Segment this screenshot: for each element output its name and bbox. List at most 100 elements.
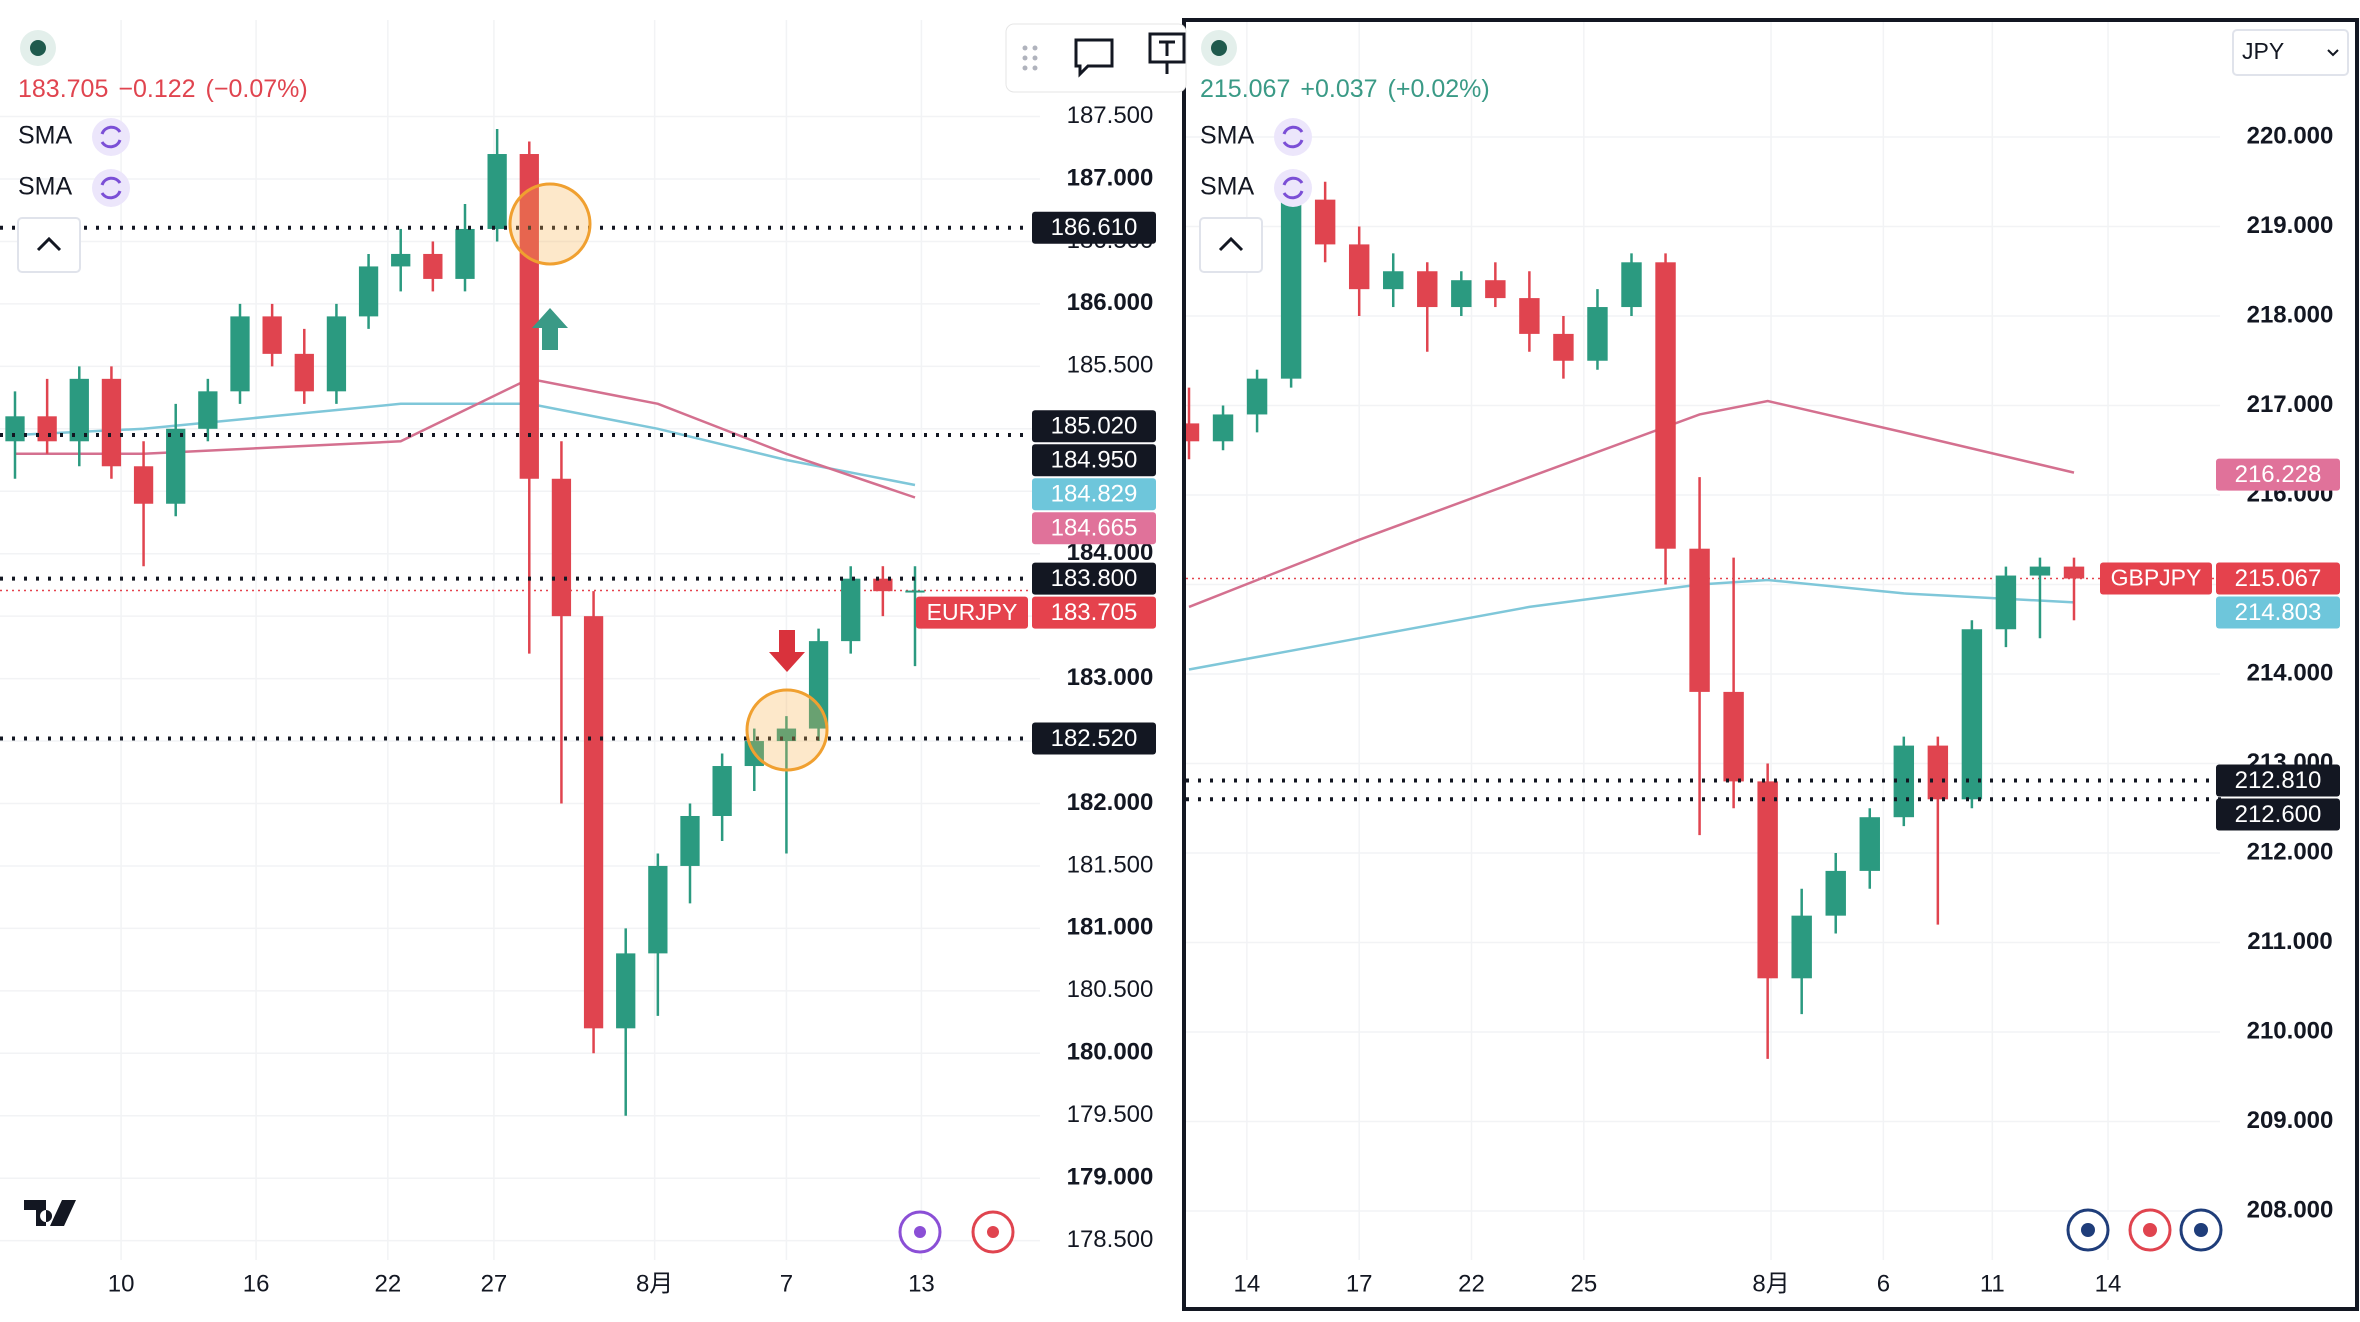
price-tag-label: 212.600 bbox=[2235, 801, 2322, 828]
x-tick-label: 14 bbox=[1234, 1270, 1261, 1297]
candle-body bbox=[230, 316, 250, 392]
candle-body bbox=[1485, 280, 1506, 299]
price-tag bbox=[1032, 562, 1156, 595]
y-tick-label: 219.000 bbox=[2247, 212, 2334, 239]
x-tick-label: 27 bbox=[481, 1270, 508, 1297]
sma-line bbox=[14, 402, 916, 487]
candle-body bbox=[455, 228, 475, 279]
y-tick-label: 210.000 bbox=[2247, 1017, 2334, 1044]
x-tick-label: 17 bbox=[1346, 1270, 1373, 1297]
y-tick-label: 185.500 bbox=[1067, 352, 1154, 379]
collapse-icon bbox=[36, 236, 62, 252]
y-tick-label: 182.000 bbox=[1067, 789, 1154, 816]
symbol-tag-label: EURJPY bbox=[927, 599, 1018, 625]
indicator-icon bbox=[100, 125, 122, 149]
candle-body bbox=[1757, 781, 1778, 979]
quote: 183.705 −0.122 (−0.07%) bbox=[18, 75, 308, 103]
indicator-name: SMA bbox=[1200, 173, 1255, 201]
currency-select[interactable] bbox=[2232, 29, 2349, 76]
x-tick-label: 25 bbox=[1570, 1270, 1597, 1297]
price-tag bbox=[1032, 444, 1156, 477]
candle-body bbox=[616, 953, 636, 1029]
collapse-button[interactable] bbox=[1199, 217, 1263, 273]
status-dot bbox=[1211, 40, 1227, 56]
candle-body bbox=[583, 616, 604, 1029]
y-tick-label: 214.000 bbox=[2247, 659, 2334, 686]
bottom-icon-dot bbox=[2143, 1223, 2157, 1237]
candle-body bbox=[1314, 199, 1336, 245]
candle-body bbox=[1280, 199, 1302, 379]
price-tag-label: 212.810 bbox=[2235, 767, 2322, 794]
quote-part: (−0.07%) bbox=[206, 75, 308, 103]
candle-body bbox=[101, 378, 122, 467]
candle-body bbox=[1995, 575, 2017, 630]
candle-body bbox=[1212, 414, 1234, 442]
y-tick-label: 178.500 bbox=[1067, 1226, 1154, 1253]
price-tag-label: 186.610 bbox=[1051, 214, 1138, 241]
candle-body bbox=[294, 353, 314, 392]
candle-body bbox=[1791, 915, 1812, 979]
sma-line bbox=[15, 377, 916, 499]
candle-body bbox=[1348, 244, 1370, 290]
x-tick-label: 6 bbox=[1877, 1270, 1890, 1297]
tv-logo bbox=[24, 1200, 76, 1226]
candle-body bbox=[1655, 262, 1676, 549]
candle-body bbox=[841, 578, 861, 642]
price-tag-label: 182.520 bbox=[1051, 725, 1138, 752]
indicator-icon bbox=[1282, 176, 1304, 200]
price-tag-label: 184.829 bbox=[1051, 481, 1138, 508]
collapse-icon bbox=[1218, 236, 1244, 252]
candle-body bbox=[37, 416, 57, 442]
y-tick-label: 212.000 bbox=[2247, 838, 2334, 865]
x-tick-label: 7 bbox=[780, 1270, 793, 1297]
quote: 215.067 +0.037 (+0.02%) bbox=[1200, 75, 1490, 103]
y-tick-label: 179.000 bbox=[1067, 1164, 1154, 1191]
candle-body bbox=[1961, 629, 1983, 800]
indicator-toggle[interactable] bbox=[1274, 169, 1312, 207]
y-tick-label: 181.000 bbox=[1067, 914, 1154, 941]
candle-body bbox=[166, 428, 186, 504]
symbol-tag bbox=[916, 596, 1028, 629]
price-tag bbox=[1032, 722, 1156, 755]
indicator-icon bbox=[100, 176, 122, 200]
right-panel: 220.000219.000218.000217.000216.000215.0… bbox=[1186, 22, 2349, 1297]
price-tag-label: 183.705 bbox=[1051, 599, 1138, 626]
candle-body bbox=[680, 815, 700, 866]
price-tag bbox=[1032, 410, 1156, 443]
floating-toolbar bbox=[1005, 23, 1187, 93]
collapse-button[interactable] bbox=[17, 217, 81, 273]
indicator-toggle[interactable] bbox=[1274, 118, 1312, 156]
quote-part: −0.122 bbox=[118, 75, 195, 103]
y-tick-label: 187.500 bbox=[1067, 102, 1154, 129]
quote-part: (+0.02%) bbox=[1388, 75, 1490, 103]
candle-body bbox=[358, 266, 379, 317]
comment-button[interactable] bbox=[1074, 38, 1114, 78]
price-tag bbox=[2216, 596, 2340, 629]
text-icon bbox=[1159, 40, 1175, 74]
y-tick-label: 181.500 bbox=[1067, 851, 1154, 878]
candle-body bbox=[1186, 423, 1200, 442]
candle-body bbox=[1553, 333, 1574, 361]
y-tick-label: 183.000 bbox=[1067, 664, 1154, 691]
y-tick-label: 187.000 bbox=[1067, 164, 1154, 191]
candle-body bbox=[648, 865, 668, 954]
bottom-icon-dot bbox=[2194, 1223, 2208, 1237]
candle-body bbox=[487, 154, 507, 229]
candle-body bbox=[1689, 548, 1710, 692]
x-tick-label: 22 bbox=[375, 1270, 402, 1297]
candle-body bbox=[391, 253, 411, 267]
bottom-icon-dot bbox=[2081, 1223, 2095, 1237]
price-tag-label: 215.067 bbox=[2235, 565, 2322, 592]
indicator-toggle[interactable] bbox=[92, 169, 130, 207]
symbol-tag bbox=[2100, 562, 2212, 595]
candle-body bbox=[2029, 566, 2051, 576]
candle-body bbox=[1859, 817, 1880, 871]
up-arrow bbox=[532, 308, 568, 350]
indicator-toggle[interactable] bbox=[92, 118, 130, 156]
candle-body bbox=[1383, 271, 1404, 290]
candle-body bbox=[2063, 566, 2085, 579]
bottom-icon-dot bbox=[987, 1226, 999, 1238]
candle-body bbox=[423, 253, 443, 279]
candle-body bbox=[5, 416, 25, 442]
